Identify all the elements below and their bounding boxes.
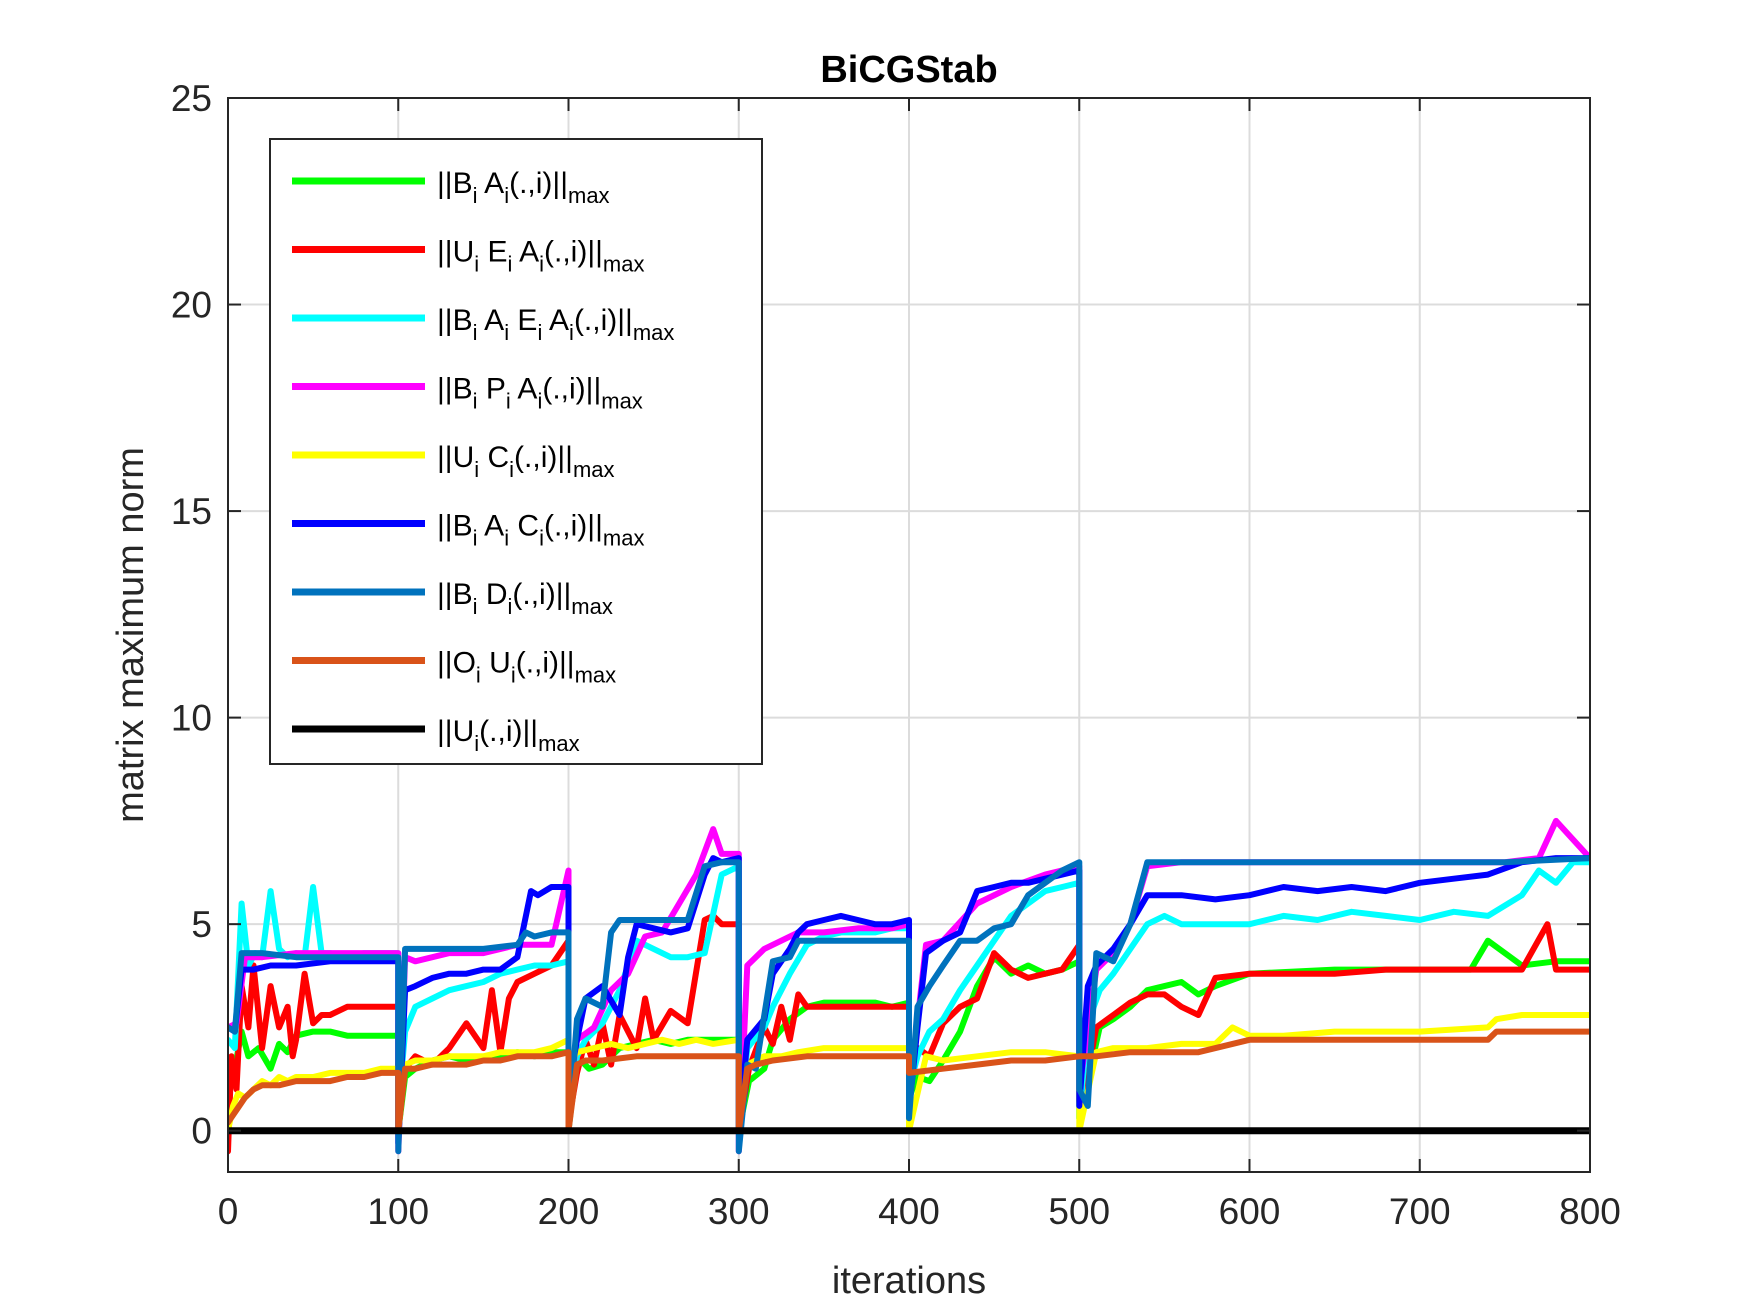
series-line-8 bbox=[228, 1028, 1590, 1134]
legend-subscript: i bbox=[476, 663, 481, 688]
legend-subscript: i bbox=[473, 389, 478, 414]
legend-text: A bbox=[478, 304, 505, 337]
legend-text: A bbox=[478, 167, 505, 200]
legend-text: ||O bbox=[437, 647, 476, 680]
legend-text: (.,i)|| bbox=[516, 647, 575, 680]
chart-title: BiCGStab bbox=[820, 49, 997, 91]
y-axis-label: matrix maximum norm bbox=[110, 447, 152, 823]
legend-subscript: max bbox=[538, 731, 580, 756]
y-tick-label: 10 bbox=[171, 698, 212, 739]
legend-text: E bbox=[509, 304, 537, 337]
legend-text: A bbox=[478, 510, 505, 543]
legend: ||Bi Ai(.,i)||max||Ui Ei Ai(.,i)||max||B… bbox=[269, 138, 763, 765]
y-tick-label: 5 bbox=[191, 904, 212, 945]
legend-subscript: max bbox=[633, 320, 675, 345]
legend-text: (.,i)|| bbox=[509, 167, 568, 200]
legend-subscript: max bbox=[575, 663, 617, 688]
x-tick-label: 0 bbox=[218, 1191, 239, 1232]
legend-text: ||B bbox=[437, 167, 473, 200]
legend-text: E bbox=[479, 236, 507, 269]
x-axis-label: iterations bbox=[832, 1260, 986, 1302]
legend-text: ||B bbox=[437, 578, 473, 611]
legend-text: (.,i)|| bbox=[542, 373, 601, 406]
legend-label-9: ||Ui(.,i)||max bbox=[437, 715, 580, 756]
x-tick-label: 500 bbox=[1048, 1191, 1110, 1232]
x-tick-label: 400 bbox=[878, 1191, 940, 1232]
legend-label-5: ||Ui Ci(.,i)||max bbox=[437, 441, 615, 482]
x-tick-label: 800 bbox=[1559, 1191, 1621, 1232]
series-line-5 bbox=[228, 1012, 1590, 1134]
ticks: 0 100 200 300 400 500 600 700 800 0 5 10 15 20 25 bbox=[171, 78, 1621, 1232]
legend-text: ||B bbox=[437, 373, 473, 406]
legend-subscript: i bbox=[474, 252, 479, 277]
legend-text: (.,i)|| bbox=[544, 510, 603, 543]
legend-subscript: i bbox=[473, 594, 478, 619]
legend-subscript: max bbox=[573, 457, 615, 482]
legend-subscript: i bbox=[509, 457, 514, 482]
x-tick-label: 200 bbox=[538, 1191, 600, 1232]
legend-subscript: i bbox=[569, 320, 574, 345]
legend-text: (.,i)|| bbox=[514, 441, 573, 474]
legend-text: ||U bbox=[437, 441, 474, 474]
legend-label-7: ||Bi Di(.,i)||max bbox=[437, 578, 613, 619]
legend-subscript: i bbox=[474, 457, 479, 482]
legend-text: ||B bbox=[437, 510, 473, 543]
legend-label-1: ||Bi Ai(.,i)||max bbox=[437, 167, 610, 208]
legend-subscript: i bbox=[537, 320, 542, 345]
legend-subscript: i bbox=[508, 252, 513, 277]
legend-subscript: i bbox=[504, 320, 509, 345]
legend-text: (.,i)|| bbox=[574, 304, 633, 337]
series-lines bbox=[228, 817, 1590, 1155]
legend-text: D bbox=[478, 578, 508, 611]
legend-subscript: max bbox=[603, 526, 645, 551]
legend-label-2: ||Ui Ei Ai(.,i)||max bbox=[437, 236, 644, 277]
x-tick-label: 100 bbox=[367, 1191, 429, 1232]
legend-subscript: i bbox=[504, 183, 509, 208]
legend-text: ||U bbox=[437, 715, 474, 748]
series-line-7 bbox=[228, 855, 1590, 1155]
legend-subscript: i bbox=[473, 320, 478, 345]
x-tick-label: 600 bbox=[1219, 1191, 1281, 1232]
legend-text: C bbox=[509, 510, 539, 543]
legend-text: (.,i)|| bbox=[479, 715, 538, 748]
x-tick-label: 300 bbox=[708, 1191, 770, 1232]
legend-subscript: i bbox=[474, 731, 479, 756]
legend-text: A bbox=[542, 304, 569, 337]
x-tick-label: 700 bbox=[1389, 1191, 1451, 1232]
y-tick-label: 0 bbox=[191, 1111, 212, 1152]
legend-text: C bbox=[479, 441, 509, 474]
legend-text: U bbox=[481, 647, 511, 680]
legend-label-8: ||Oi Ui(.,i)||max bbox=[437, 647, 616, 688]
legend-text: ||B bbox=[437, 304, 473, 337]
legend-subscript: i bbox=[506, 389, 511, 414]
legend-subscript: max bbox=[603, 252, 645, 277]
legend-text: ||U bbox=[437, 236, 474, 269]
series-line-6 bbox=[228, 855, 1590, 1147]
legend-subscript: max bbox=[568, 183, 610, 208]
legend-label-4: ||Bi Pi Ai(.,i)||max bbox=[437, 373, 643, 414]
legend-subscript: i bbox=[473, 526, 478, 551]
legend-label-6: ||Bi Ai Ci(.,i)||max bbox=[437, 510, 644, 551]
legend-subscript: max bbox=[571, 594, 613, 619]
legend-subscript: i bbox=[504, 526, 509, 551]
legend-subscript: i bbox=[511, 663, 516, 688]
y-tick-label: 15 bbox=[171, 491, 212, 532]
legend-text: A bbox=[512, 236, 539, 269]
legend-text: (.,i)|| bbox=[512, 578, 571, 611]
series-line-2 bbox=[228, 912, 1590, 1155]
legend-subscript: i bbox=[508, 594, 513, 619]
legend-subscript: i bbox=[537, 389, 542, 414]
legend-subscript: max bbox=[601, 389, 643, 414]
legend-text: (.,i)|| bbox=[544, 236, 603, 269]
legend-text: P bbox=[478, 373, 506, 406]
legend-subscript: i bbox=[473, 183, 478, 208]
y-tick-label: 25 bbox=[171, 78, 212, 119]
y-tick-label: 20 bbox=[171, 285, 212, 326]
legend-label-3: ||Bi Ai Ei Ai(.,i)||max bbox=[437, 304, 674, 345]
legend-text: A bbox=[511, 373, 538, 406]
legend-subscript: i bbox=[539, 252, 544, 277]
legend-subscript: i bbox=[539, 526, 544, 551]
